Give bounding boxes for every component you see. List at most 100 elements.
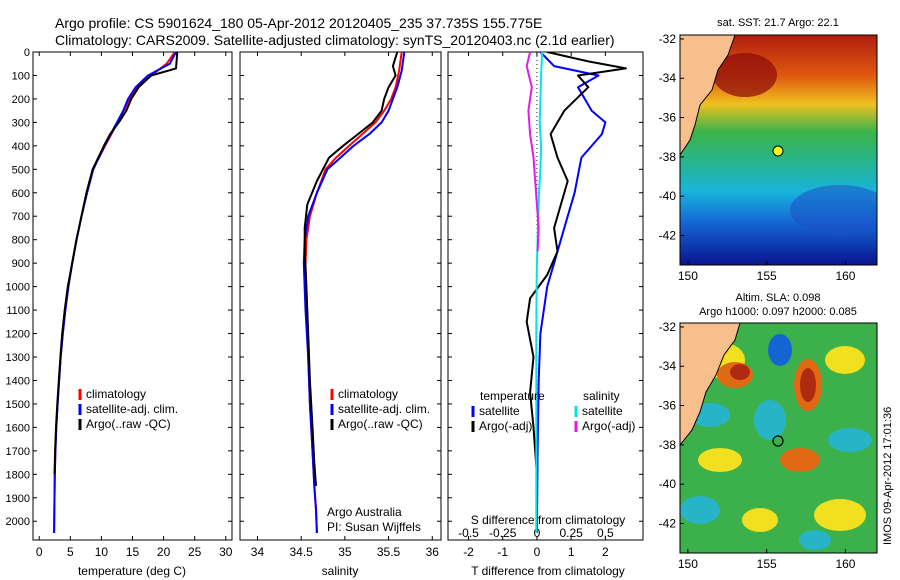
sla-blob xyxy=(800,368,816,402)
x-tick-label: 35 xyxy=(338,545,352,559)
legend-label: climatology xyxy=(338,387,398,401)
sst-map-ticks: 150 155 160 -32 -34 -36 -38 -40 -42 xyxy=(659,32,856,283)
x-tick-label: 34 xyxy=(251,545,265,559)
x-tick-label: 0 xyxy=(36,545,43,559)
salinity-axes xyxy=(239,51,442,541)
x-tick-label: 35.5 xyxy=(377,545,401,559)
map-x-tick-label: 160 xyxy=(835,269,855,283)
salinity-ticks: 34 34.5 35 35.5 36 xyxy=(240,51,441,559)
series-line-salinity-argo-adj- xyxy=(525,52,540,252)
sst-map: sat. SST: 21.7 Argo: 22.1 150 155 160 -32 -3… xyxy=(659,17,878,283)
map-y-tick-label: -38 xyxy=(659,150,677,164)
legend-label: satellite-adj. clim. xyxy=(338,402,430,416)
y-tick-label: 400 xyxy=(12,141,30,153)
legend-label: climatology xyxy=(86,387,146,401)
x-tick-label: 0 xyxy=(534,545,541,559)
header-line-1: Argo profile: CS 5901624_180 05-Apr-2012… xyxy=(55,15,542,31)
y-tick-label: 500 xyxy=(12,164,30,176)
legend-label: satellite xyxy=(582,404,623,418)
sla-blob xyxy=(742,508,778,532)
sst-map-frame xyxy=(679,34,878,266)
header-line-2: Climatology: CARS2009. Satellite-adjuste… xyxy=(55,32,615,48)
series-line-temperature-argo-adj- xyxy=(525,52,627,475)
temperature-axes xyxy=(32,51,233,541)
top-x-tick-label: -0.5 xyxy=(458,526,479,540)
legend-label: Argo(-adj) xyxy=(582,419,635,433)
y-tick-label: 300 xyxy=(12,117,30,129)
sla-blob xyxy=(780,448,820,472)
x-tick-label: 5 xyxy=(67,545,74,559)
x-tick-label: 34.5 xyxy=(289,545,313,559)
salinity-xlabel: salinity xyxy=(322,564,359,578)
y-tick-label: 1000 xyxy=(6,282,30,294)
x-tick-label: -1 xyxy=(497,545,508,559)
x-tick-label: 30 xyxy=(219,545,233,559)
map-x-tick-label: 155 xyxy=(757,557,777,571)
sla-map-subtitle: Argo h1000: 0.097 h2000: 0.085 xyxy=(699,306,857,318)
legend-title: salinity xyxy=(583,389,620,403)
sla-map-title: Altim. SLA: 0.098 xyxy=(736,292,821,304)
series-line-temperature-satellite xyxy=(535,52,607,534)
y-tick-label: 1300 xyxy=(6,352,30,364)
legend-label: Argo(-adj) xyxy=(479,419,532,433)
sla-blob xyxy=(754,400,786,440)
x-tick-label: 20 xyxy=(157,545,171,559)
y-tick-label: 1600 xyxy=(6,422,30,434)
series-line-argo-raw-qc- xyxy=(303,52,399,487)
map-y-tick-label: -40 xyxy=(659,189,677,203)
top-x-tick-label: 0.5 xyxy=(597,526,614,540)
imos-timestamp: IMOS 09-Apr-2012 17:01:36 xyxy=(882,407,894,545)
temperature-series xyxy=(53,52,179,534)
map-y-tick-label: -42 xyxy=(659,517,677,531)
sla-map-frame xyxy=(679,322,878,554)
sst-argo-marker xyxy=(772,145,784,157)
x-tick-label: 15 xyxy=(126,545,140,559)
sla-argo-marker xyxy=(772,435,784,447)
y-tick-label: 1900 xyxy=(6,493,30,505)
map-y-tick-label: -42 xyxy=(659,229,677,243)
y-tick-label: 1700 xyxy=(6,446,30,458)
sst-cool-patch xyxy=(790,185,877,235)
y-tick-label: 1500 xyxy=(6,399,30,411)
map-y-tick-label: -38 xyxy=(659,438,677,452)
credit-line-2: PI: Susan Wijffels xyxy=(327,520,421,534)
legend-label: satellite xyxy=(479,404,520,418)
series-line-satellite-adj-clim- xyxy=(302,52,406,534)
sla-land xyxy=(680,323,741,446)
x-tick-label: 10 xyxy=(95,545,109,559)
sla-blob xyxy=(768,334,792,366)
sst-map-title: sat. SST: 21.7 Argo: 22.1 xyxy=(717,17,839,29)
legend-label: Argo(..raw -QC) xyxy=(86,417,171,431)
x-tick-label: 1 xyxy=(568,545,575,559)
sla-blob xyxy=(698,448,742,472)
x-tick-label: 36 xyxy=(426,545,440,559)
map-y-tick-label: -34 xyxy=(659,359,677,373)
map-x-tick-label: 150 xyxy=(678,269,698,283)
y-tick-label: 200 xyxy=(12,94,30,106)
sst-land xyxy=(680,35,736,156)
y-tick-label: 700 xyxy=(12,211,30,223)
sla-blob xyxy=(730,364,750,380)
sla-blob xyxy=(799,530,831,550)
sla-map: Altim. SLA: 0.098 Argo h1000: 0.097 h200… xyxy=(659,292,878,571)
salinity-series xyxy=(302,52,406,534)
difference-legend: temperature salinitysatelliteArgo(-adj)sa… xyxy=(471,389,635,433)
y-tick-label: 800 xyxy=(12,235,30,247)
sla-blob xyxy=(680,496,720,524)
y-tick-label: 900 xyxy=(12,258,30,270)
credit-line-1: Argo Australia xyxy=(327,505,402,519)
x-tick-label: 2 xyxy=(602,545,609,559)
salinity-panel: 34 34.5 35 35.5 36 climatologysatellite-adj.… xyxy=(239,51,442,578)
map-y-tick-label: -32 xyxy=(659,32,677,46)
map-y-tick-label: -36 xyxy=(659,111,677,125)
legend-label: Argo(..raw -QC) xyxy=(338,417,423,431)
map-y-tick-label: -40 xyxy=(659,477,677,491)
map-x-tick-label: 155 xyxy=(757,269,777,283)
map-y-tick-label: -34 xyxy=(659,71,677,85)
y-tick-label: 1200 xyxy=(6,329,30,341)
y-tick-label: 600 xyxy=(12,188,30,200)
difference-series xyxy=(525,52,627,534)
top-x-tick-label: 0.25 xyxy=(559,526,583,540)
